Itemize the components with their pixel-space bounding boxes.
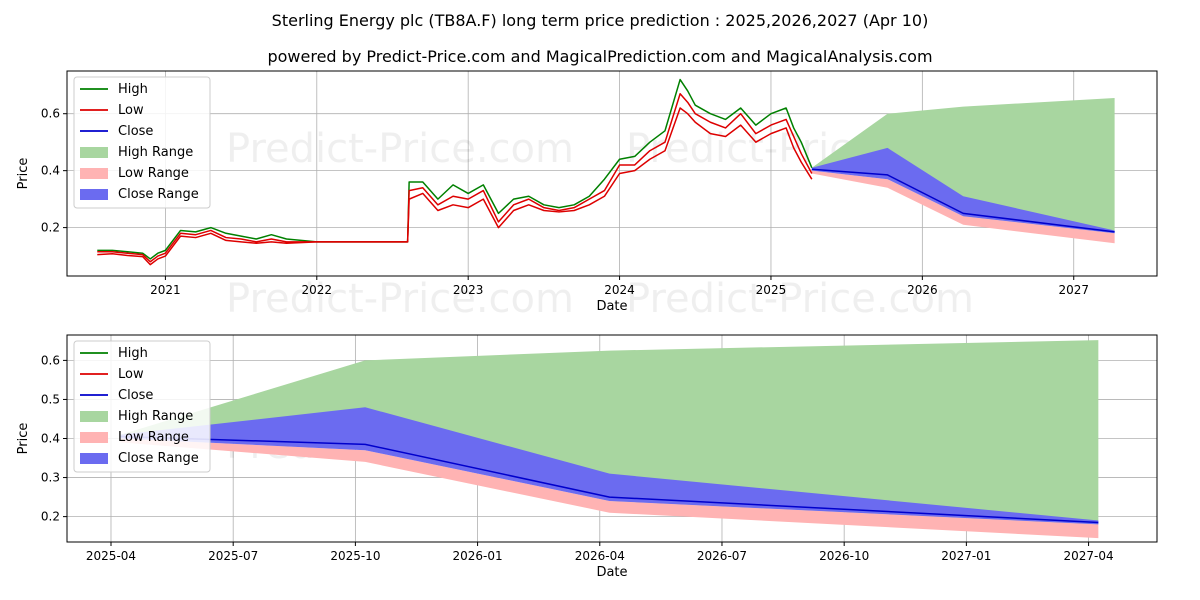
- legend-swatch-patch: [80, 411, 108, 422]
- legend-label: High: [118, 346, 148, 361]
- x-tick-label: 2025-07: [208, 549, 258, 563]
- legend-label: Low Range: [118, 430, 189, 445]
- bottom-panel: Predict-Price.comPredict-Price.com2025-0…: [16, 334, 1158, 580]
- close-forecast-line: [811, 168, 1115, 233]
- legend-label: Close: [118, 124, 153, 139]
- legend-label: Close: [118, 388, 153, 403]
- x-tick-label: 2027-04: [1063, 549, 1113, 563]
- legend-label: High Range: [118, 409, 193, 424]
- legend-label: Close Range: [118, 451, 199, 466]
- x-axis-label: Date: [596, 565, 627, 580]
- watermark-text: Predict-Price.com: [626, 276, 974, 322]
- legend-swatch-patch: [80, 453, 108, 464]
- legend-label: Low: [118, 367, 144, 382]
- y-tick-label: 0.2: [41, 510, 60, 524]
- legend-swatch-patch: [80, 432, 108, 443]
- legend-swatch-patch: [80, 189, 108, 200]
- legend-label: Low: [118, 103, 144, 118]
- x-tick-label: 2026-04: [575, 549, 625, 563]
- legend-swatch-patch: [80, 168, 108, 179]
- y-axis-label: Price: [16, 423, 31, 455]
- x-tick-label: 2021: [150, 283, 181, 297]
- y-tick-label: 0.3: [41, 471, 60, 485]
- x-tick-label: 2026-10: [819, 549, 869, 563]
- x-tick-label: 2025-10: [330, 549, 380, 563]
- chart-title: Sterling Energy plc (TB8A.F) long term p…: [272, 11, 929, 30]
- legend-label: High: [118, 82, 148, 97]
- low-series-line: [97, 107, 813, 266]
- x-tick-label: 2025-04: [86, 549, 136, 563]
- x-axis-label: Date: [596, 299, 627, 314]
- x-tick-label: 2026-01: [453, 549, 503, 563]
- plot-frame: [66, 70, 1158, 277]
- y-tick-label: 0.4: [41, 432, 60, 446]
- close-forecast-line: [120, 435, 1099, 524]
- close-range-band: [120, 407, 1099, 525]
- y-tick-label: 0.6: [41, 107, 60, 121]
- watermark-text: Predict-Price.com: [226, 126, 574, 172]
- x-tick-label: 2024: [604, 283, 635, 297]
- y-axis-label: Price: [16, 158, 31, 190]
- watermark-text: Predict-Price.com: [226, 276, 574, 322]
- top-panel: Predict-Price.com Predict-Price.com Predic…: [16, 70, 1158, 322]
- x-tick-label: 2025: [756, 283, 787, 297]
- x-tick-label: 2023: [453, 283, 484, 297]
- x-tick-label: 2027: [1058, 283, 1089, 297]
- y-tick-label: 0.5: [41, 392, 60, 406]
- high-range-band: [120, 340, 1099, 525]
- close-history-line: [97, 93, 813, 263]
- x-tick-label: 2027-01: [941, 549, 991, 563]
- low-range-band: [811, 170, 1115, 244]
- y-tick-label: 0.6: [41, 353, 60, 367]
- close-range-band: [811, 147, 1115, 234]
- x-tick-label: 2026: [907, 283, 938, 297]
- legend-label: Low Range: [118, 166, 189, 181]
- y-tick-label: 0.2: [41, 221, 60, 235]
- y-tick-label: 0.4: [41, 164, 60, 178]
- legend-label: Close Range: [118, 187, 199, 202]
- high-range-band: [811, 98, 1115, 234]
- chart-subtitle: powered by Predict-Price.com and Magical…: [267, 47, 932, 66]
- low-range-band: [120, 438, 1099, 539]
- legend-label: High Range: [118, 145, 193, 160]
- x-tick-label: 2022: [302, 283, 333, 297]
- high-series-line: [97, 78, 813, 260]
- legend-swatch-patch: [80, 147, 108, 158]
- x-tick-label: 2026-07: [697, 549, 747, 563]
